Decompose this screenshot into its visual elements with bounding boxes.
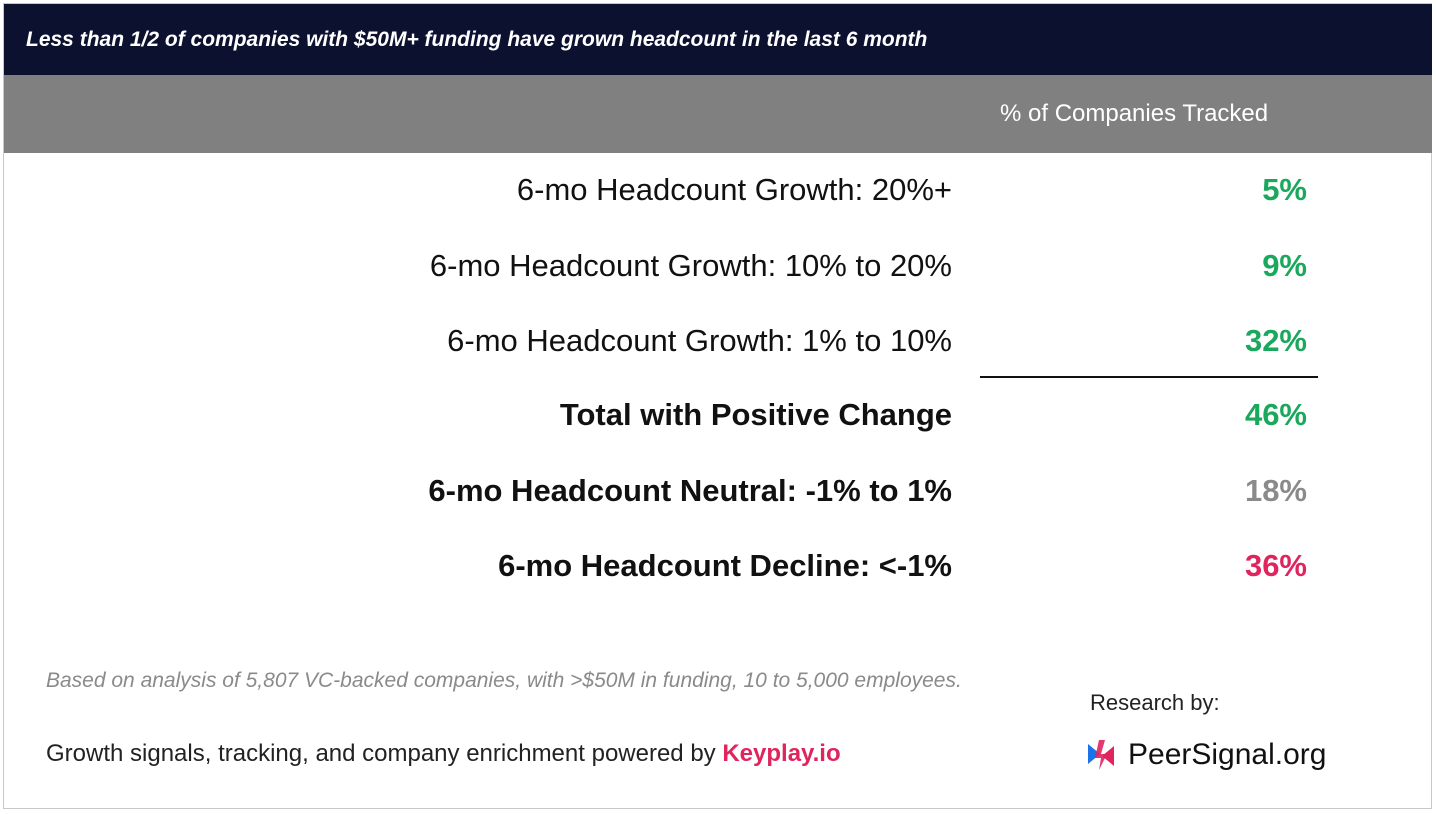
row-value: 32% <box>1244 323 1307 358</box>
row-value: 46% <box>1244 397 1307 432</box>
row-label: 6-mo Headcount Decline: <-1% <box>498 548 952 583</box>
peersignal-logo[interactable]: PeerSignal.org <box>1086 738 1326 772</box>
row-label: 6-mo Headcount Growth: 1% to 10% <box>447 323 952 358</box>
chart-title: Less than 1/2 of companies with $50M+ fu… <box>26 28 928 51</box>
row-label: 6-mo Headcount Neutral: -1% to 1% <box>428 473 952 508</box>
row-value: 5% <box>1262 172 1307 207</box>
title-bar <box>4 4 1432 75</box>
peersignal-logo-text: PeerSignal.org <box>1128 738 1327 771</box>
header-band <box>4 75 1432 153</box>
row-label: 6-mo Headcount Growth: 10% to 20% <box>429 248 952 283</box>
column-header: % of Companies Tracked <box>1000 100 1269 127</box>
keyplay-brand-link[interactable]: Keyplay.io <box>722 740 841 767</box>
row-label: Total with Positive Change <box>559 397 952 432</box>
row-value: 18% <box>1244 473 1307 508</box>
research-by-label: Research by: <box>1090 690 1220 715</box>
powered-by-line: Growth signals, tracking, and company en… <box>46 740 841 768</box>
subtotal-divider <box>980 376 1318 378</box>
footnote: Based on analysis of 5,807 VC-backed com… <box>46 669 962 692</box>
row-label: 6-mo Headcount Growth: 20%+ <box>516 172 952 207</box>
powered-by-text: Growth signals, tracking, and company en… <box>46 740 723 767</box>
peersignal-logo-icon <box>1088 740 1114 770</box>
row-value: 9% <box>1262 248 1307 283</box>
row-value: 36% <box>1244 548 1307 583</box>
